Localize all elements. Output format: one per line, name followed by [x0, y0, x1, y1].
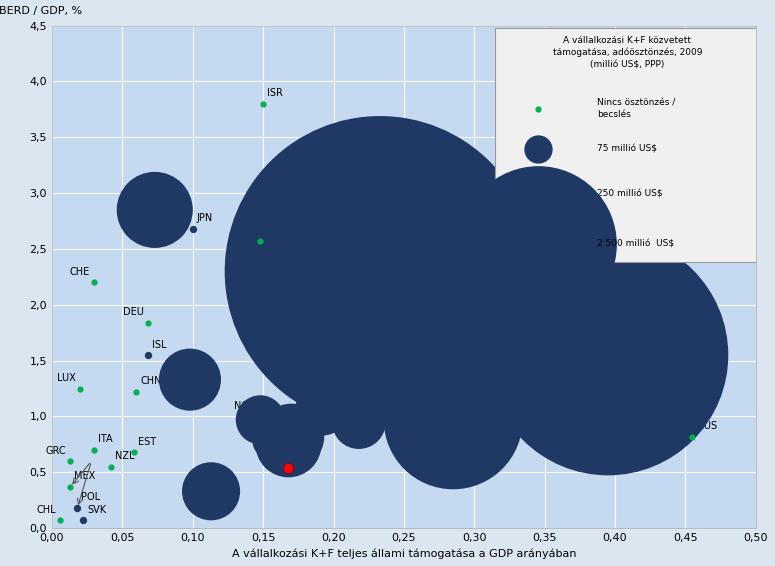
- Point: [88, 278, 101, 287]
- Point: [54, 516, 67, 525]
- Point: [372, 379, 384, 388]
- Point: [74, 384, 86, 393]
- Text: PRT: PRT: [248, 423, 266, 433]
- Point: [88, 445, 101, 454]
- Text: ZAF: ZAF: [244, 431, 264, 441]
- Text: GBR: GBR: [326, 393, 347, 403]
- Point: [130, 387, 143, 396]
- Text: CHL: CHL: [36, 505, 57, 514]
- Text: A vállalkozási K+F közvetett
támogatása, adóösztönzés, 2009
(millió US$, PPP): A vállalkozási K+F közvetett támogatása,…: [553, 36, 702, 69]
- Text: USA: USA: [384, 253, 404, 263]
- Point: [282, 464, 294, 473]
- Text: IRL: IRL: [363, 406, 378, 417]
- Text: 75 millió US$: 75 millió US$: [598, 144, 657, 153]
- Point: [187, 224, 199, 233]
- Text: SWE: SWE: [264, 226, 286, 235]
- Point: [353, 418, 365, 427]
- FancyBboxPatch shape: [495, 28, 760, 262]
- Text: NLD: NLD: [295, 421, 316, 431]
- Point: [184, 375, 196, 384]
- Point: [456, 389, 468, 398]
- Point: [71, 504, 84, 513]
- Text: RUS: RUS: [697, 421, 717, 431]
- Point: [264, 436, 277, 445]
- Point: [205, 487, 217, 496]
- Text: Nincs ösztönzés /
becslés: Nincs ösztönzés / becslés: [598, 98, 676, 119]
- Point: [602, 350, 615, 359]
- Point: [281, 425, 293, 434]
- Text: DEU: DEU: [122, 307, 143, 317]
- Point: [261, 442, 274, 451]
- Text: ISR: ISR: [267, 88, 283, 98]
- Point: [285, 432, 298, 441]
- Point: [253, 298, 265, 307]
- Text: NOR: NOR: [234, 401, 257, 411]
- Text: CHE: CHE: [70, 267, 90, 277]
- Text: NZL: NZL: [115, 451, 135, 461]
- Text: CAN: CAN: [457, 404, 478, 414]
- Point: [64, 457, 77, 466]
- Text: BEL: BEL: [383, 367, 401, 378]
- Text: BERD / GDP, %: BERD / GDP, %: [0, 6, 82, 16]
- Point: [142, 318, 154, 327]
- Text: ITA: ITA: [98, 435, 113, 444]
- Point: [149, 205, 161, 215]
- Point: [127, 448, 140, 457]
- Point: [254, 415, 267, 424]
- Text: FIN: FIN: [136, 191, 152, 201]
- Text: DNK: DNK: [233, 284, 255, 294]
- Text: CHN: CHN: [140, 376, 162, 387]
- Point: [64, 482, 77, 491]
- Point: [257, 99, 270, 108]
- Point: [77, 516, 89, 525]
- Text: EST: EST: [138, 436, 156, 447]
- Point: [447, 415, 460, 424]
- Point: [282, 440, 294, 449]
- Point: [437, 318, 450, 327]
- Text: HUN: HUN: [295, 452, 317, 462]
- Text: SVN: SVN: [466, 379, 486, 389]
- Text: LUX: LUX: [57, 373, 76, 383]
- Point: [105, 462, 117, 471]
- Text: AUS: AUS: [194, 364, 214, 374]
- X-axis label: A vállalkozási K+F teljes állami támogatása a GDP arányában: A vállalkozási K+F teljes állami támogat…: [232, 548, 576, 559]
- Text: CZE: CZE: [291, 414, 311, 424]
- Text: 2 500 millió  US$: 2 500 millió US$: [598, 240, 674, 248]
- Text: FRA: FRA: [612, 340, 631, 350]
- Point: [374, 267, 386, 276]
- Text: SVK: SVK: [87, 505, 106, 514]
- Text: GRC: GRC: [46, 445, 66, 456]
- Text: JPN: JPN: [197, 213, 213, 224]
- Point: [254, 237, 267, 246]
- Text: KOR: KOR: [535, 220, 555, 229]
- Text: ESP: ESP: [293, 429, 311, 439]
- Text: AUT: AUT: [447, 307, 467, 317]
- Point: [525, 233, 537, 242]
- Text: TUR: TUR: [215, 476, 235, 486]
- Point: [316, 404, 329, 413]
- Text: POL: POL: [81, 492, 101, 503]
- Text: MEX: MEX: [74, 471, 95, 481]
- Point: [686, 432, 698, 441]
- Text: 250 millió US$: 250 millió US$: [598, 190, 663, 199]
- Point: [142, 350, 154, 359]
- Text: ISL: ISL: [152, 340, 167, 350]
